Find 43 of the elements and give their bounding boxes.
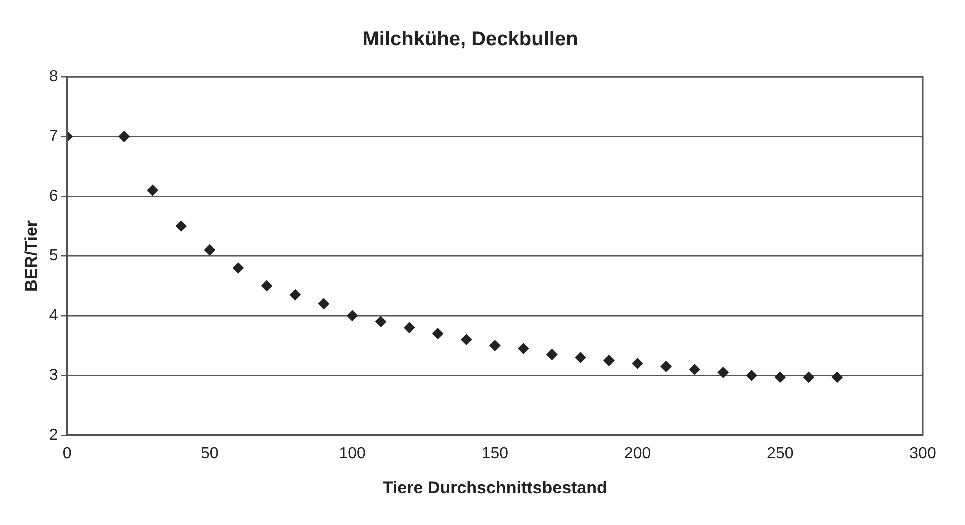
point <box>290 290 301 301</box>
point <box>432 328 444 340</box>
x-axis-title: Tiere Durchschnittsbestand <box>382 478 608 498</box>
point <box>232 262 244 274</box>
point <box>689 364 700 376</box>
x-tick-label: 200 <box>624 445 652 462</box>
y-tick-label: 6 <box>49 188 58 205</box>
x-tick-label: 100 <box>339 445 366 462</box>
y-tick-label: 7 <box>49 128 58 146</box>
y-axis-title: BER/Tier <box>22 220 41 292</box>
point <box>318 298 330 310</box>
x-tick-label: 150 <box>482 445 509 462</box>
chart-title: Milchkühe, Deckbullen <box>362 28 578 51</box>
point <box>404 322 416 334</box>
y-tick-label: 8 <box>49 68 58 86</box>
point <box>118 131 130 142</box>
point <box>176 220 187 232</box>
y-tick-label: 2 <box>49 426 58 444</box>
point <box>632 358 644 370</box>
point <box>204 244 216 256</box>
point <box>518 343 530 354</box>
point <box>147 184 158 196</box>
point <box>461 334 472 346</box>
x-tick-label: 0 <box>62 445 72 462</box>
point <box>546 349 558 360</box>
point <box>575 352 586 364</box>
point <box>718 367 729 378</box>
point <box>604 355 615 366</box>
point <box>376 316 387 328</box>
y-tick-label: 4 <box>49 307 58 324</box>
point <box>490 340 501 352</box>
x-tick-label: 50 <box>201 445 219 462</box>
point <box>774 372 786 383</box>
point <box>832 372 843 383</box>
point <box>746 370 758 382</box>
x-tick-label: 300 <box>910 445 936 462</box>
y-tick-label: 3 <box>49 367 58 384</box>
x-tick-label: 250 <box>767 445 794 462</box>
y-tick-label: 5 <box>49 248 58 265</box>
point <box>660 361 672 372</box>
point <box>803 372 814 383</box>
point <box>261 280 272 292</box>
point <box>347 310 358 322</box>
